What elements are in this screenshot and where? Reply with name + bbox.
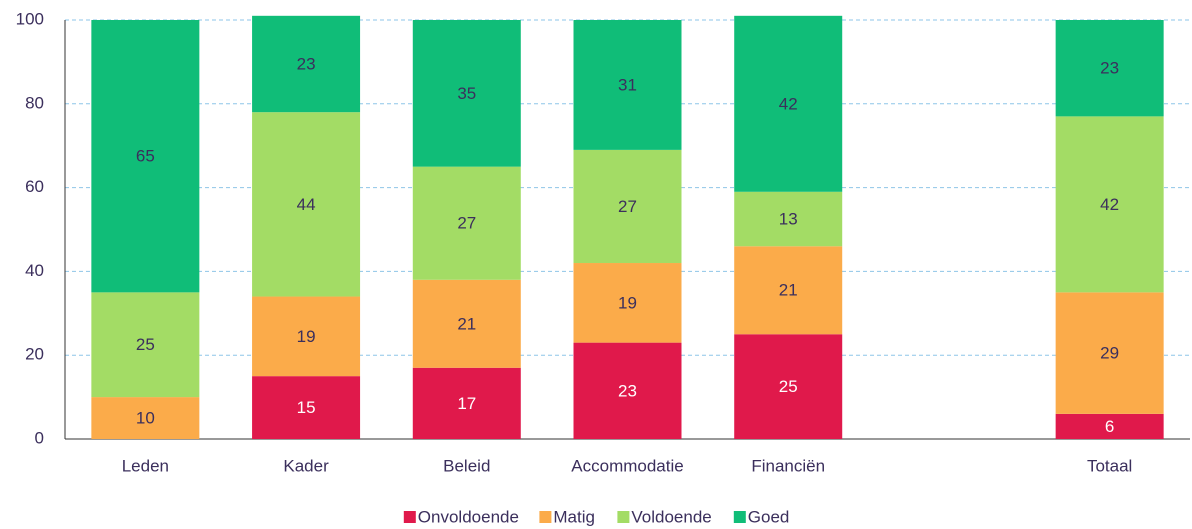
y-tick-label: 20 bbox=[25, 345, 44, 364]
bar-segment bbox=[734, 191, 843, 247]
bar-segment bbox=[252, 15, 361, 113]
bar-segment bbox=[91, 20, 200, 293]
bar-segment bbox=[734, 15, 843, 192]
bar-segment bbox=[252, 112, 361, 297]
y-tick-label: 80 bbox=[25, 93, 44, 112]
data-label: 19 bbox=[297, 327, 316, 346]
bar-segment bbox=[252, 296, 361, 377]
data-label: 42 bbox=[779, 94, 798, 113]
y-tick-label: 0 bbox=[35, 428, 44, 447]
legend-label: Onvoldoende bbox=[418, 507, 519, 526]
bar-segment bbox=[573, 263, 682, 343]
data-label: 44 bbox=[297, 195, 316, 214]
x-tick-label: Totaal bbox=[1087, 456, 1132, 475]
data-label: 27 bbox=[618, 197, 637, 216]
bar-segment bbox=[91, 292, 200, 398]
data-label: 10 bbox=[136, 409, 155, 428]
data-label: 17 bbox=[457, 394, 476, 413]
y-tick-label: 40 bbox=[25, 261, 44, 280]
bar-segment bbox=[412, 166, 521, 280]
y-tick-label: 100 bbox=[16, 9, 44, 28]
x-tick-label: Leden bbox=[122, 456, 169, 475]
x-tick-label: Financiën bbox=[751, 456, 825, 475]
data-label: 23 bbox=[618, 381, 637, 400]
bar-segment bbox=[573, 149, 682, 264]
bar-segment bbox=[573, 342, 682, 439]
legend-swatch bbox=[403, 511, 416, 523]
bar-segment bbox=[734, 246, 843, 335]
data-label: 15 bbox=[297, 398, 316, 417]
legend-label: Matig bbox=[553, 507, 595, 526]
legend-label: Goed bbox=[748, 507, 790, 526]
data-label: 25 bbox=[779, 377, 798, 396]
bar-segment bbox=[573, 20, 682, 150]
x-tick-label: Accommodatie bbox=[571, 456, 683, 475]
data-label: 31 bbox=[618, 75, 637, 94]
data-label: 23 bbox=[297, 54, 316, 73]
bar-segment bbox=[1055, 292, 1164, 414]
legend-swatch bbox=[617, 511, 630, 523]
bar-segment bbox=[412, 279, 521, 368]
data-label: 13 bbox=[779, 210, 798, 229]
y-tick-label: 60 bbox=[25, 177, 44, 196]
bar-segment bbox=[91, 397, 200, 439]
data-label: 19 bbox=[618, 293, 637, 312]
bar-segment bbox=[734, 334, 843, 439]
legend-label: Voldoende bbox=[631, 507, 711, 526]
bar-segment bbox=[1055, 116, 1164, 293]
x-tick-label: Kader bbox=[283, 456, 329, 475]
data-label: 42 bbox=[1100, 195, 1119, 214]
legend-swatch bbox=[539, 511, 552, 523]
data-label: 65 bbox=[136, 147, 155, 166]
bar-segment bbox=[1055, 20, 1164, 117]
bar-segment bbox=[1055, 413, 1164, 439]
data-label: 27 bbox=[457, 214, 476, 233]
legend-swatch bbox=[733, 511, 746, 523]
bar-segment bbox=[412, 20, 521, 167]
data-label: 6 bbox=[1105, 417, 1114, 436]
bar-segment bbox=[412, 367, 521, 439]
x-tick-label: Beleid bbox=[443, 456, 490, 475]
data-label: 21 bbox=[779, 281, 798, 300]
data-label: 29 bbox=[1100, 344, 1119, 363]
data-label: 23 bbox=[1100, 59, 1119, 78]
data-label: 35 bbox=[457, 84, 476, 103]
data-label: 21 bbox=[457, 314, 476, 333]
data-label: 25 bbox=[136, 335, 155, 354]
bar-segment bbox=[252, 376, 361, 439]
